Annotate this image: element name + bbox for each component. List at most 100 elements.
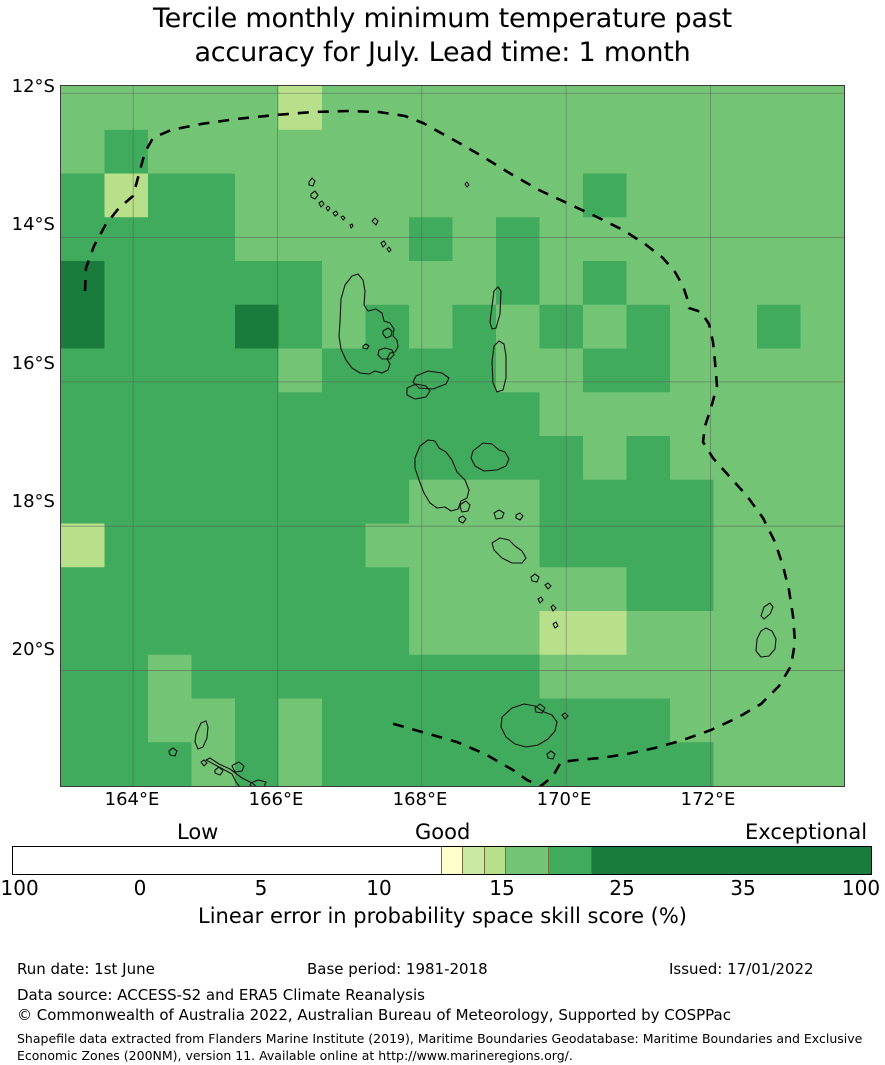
heatmap-cell	[148, 348, 193, 393]
heatmap-cell	[278, 129, 323, 175]
heatmap-cell	[713, 173, 758, 218]
heatmap-cell	[539, 436, 584, 481]
heatmap-cell	[496, 86, 541, 131]
heatmap-cell	[409, 436, 454, 481]
heatmap-cell	[148, 698, 193, 743]
heatmap-cell	[539, 392, 584, 437]
heatmap-cell	[670, 261, 715, 306]
heatmap-cell	[61, 392, 106, 437]
heatmap-cell	[104, 436, 149, 481]
heatmap-cell	[191, 698, 236, 743]
heatmap-cell	[757, 654, 802, 700]
heatmap-cell	[757, 479, 802, 525]
heatmap-cell	[496, 173, 541, 218]
colorbar-segment	[549, 847, 593, 874]
heatmap-cell	[757, 348, 802, 393]
page-title-line1: Tercile monthly minimum temperature past	[152, 3, 733, 34]
heatmap-cell	[800, 436, 844, 481]
heatmap-cell	[539, 611, 584, 656]
heatmap-cell	[61, 654, 106, 700]
heatmap-cell	[104, 654, 149, 700]
heatmap-cell	[365, 217, 410, 262]
heatmap-cell	[800, 742, 844, 786]
heatmap-cell	[61, 611, 106, 656]
heatmap-cell	[670, 654, 715, 700]
heatmap-cell	[104, 304, 149, 350]
colorbar-segment	[442, 847, 464, 874]
heatmap-cell	[583, 479, 628, 525]
heatmap-cell	[278, 217, 323, 262]
heatmap-cell	[713, 304, 758, 350]
heatmap-cell	[235, 217, 280, 262]
heatmap-cell	[496, 261, 541, 306]
heatmap-cell	[713, 523, 758, 568]
heatmap-cell	[61, 261, 106, 306]
heatmap-cell	[365, 392, 410, 437]
heatmap-cell	[61, 479, 106, 525]
heatmap-cell	[626, 698, 671, 743]
heatmap-cell	[61, 436, 106, 481]
heatmap-cell	[235, 129, 280, 175]
footer-shapefile-line2: Economic Zones (200NM), version 11. Avai…	[17, 1048, 573, 1063]
heatmap-cell	[583, 392, 628, 437]
heatmap-cell	[409, 392, 454, 437]
heatmap-cell	[626, 392, 671, 437]
heatmap-cell	[191, 217, 236, 262]
heatmap-cell	[757, 217, 802, 262]
heatmap-cell	[496, 392, 541, 437]
heatmap-cell	[278, 742, 323, 786]
heatmap-cell	[409, 479, 454, 525]
heatmap-cell	[800, 654, 844, 700]
heatmap-cell	[191, 567, 236, 612]
heatmap-cell	[626, 523, 671, 568]
heatmap-cell	[61, 304, 106, 350]
heatmap-cell	[61, 129, 106, 175]
heatmap-cell	[322, 611, 367, 656]
heatmap-cell	[583, 173, 628, 218]
colorbar-tick-label: 100	[841, 876, 881, 900]
heatmap-cell	[278, 698, 323, 743]
heatmap-cell	[104, 698, 149, 743]
heatmap-cell	[713, 217, 758, 262]
heatmap-cell	[235, 304, 280, 350]
colorbar-tick-label: 15	[489, 876, 515, 900]
colorbar-segment	[13, 847, 442, 874]
heatmap-cell	[148, 479, 193, 525]
heatmap-cell	[757, 392, 802, 437]
heatmap-cell	[670, 129, 715, 175]
heatmap-cell	[322, 436, 367, 481]
heatmap-cell	[713, 611, 758, 656]
heatmap-cell	[365, 304, 410, 350]
heatmap-cell	[409, 348, 454, 393]
heatmap-cell	[104, 611, 149, 656]
heatmap-cell	[800, 567, 844, 612]
heatmap-cell	[800, 479, 844, 525]
heatmap-cell	[365, 173, 410, 218]
heatmap-cell	[496, 217, 541, 262]
colorbar[interactable]	[12, 846, 872, 875]
footer-run-date: Run date: 1st June	[17, 960, 155, 978]
heatmap-cell	[365, 129, 410, 175]
heatmap-cell	[365, 698, 410, 743]
colorbar-tick-label: 10	[366, 876, 392, 900]
colorbar-axis-label: Linear error in probability space skill …	[198, 904, 687, 928]
eez-boundary-line	[83, 109, 797, 786]
heatmap-cell	[235, 173, 280, 218]
heatmap-cell	[713, 392, 758, 437]
heatmap-cell	[365, 479, 410, 525]
heatmap-cell	[365, 654, 410, 700]
heatmap-cell	[452, 261, 497, 306]
heatmap-cell	[670, 611, 715, 656]
colorbar-tick-label: 25	[609, 876, 635, 900]
footer-data-source: Data source: ACCESS-S2 and ERA5 Climate …	[17, 986, 425, 1004]
heatmap-cell	[583, 261, 628, 306]
skill-score-map[interactable]	[60, 85, 845, 787]
heatmap-cell	[235, 436, 280, 481]
heatmap-cell	[278, 261, 323, 306]
heatmap-cell	[235, 698, 280, 743]
colorbar-segment	[506, 847, 550, 874]
heatmap-cell	[539, 348, 584, 393]
heatmap-cell	[496, 567, 541, 612]
heatmap-cell	[452, 173, 497, 218]
heatmap-cell	[626, 348, 671, 393]
